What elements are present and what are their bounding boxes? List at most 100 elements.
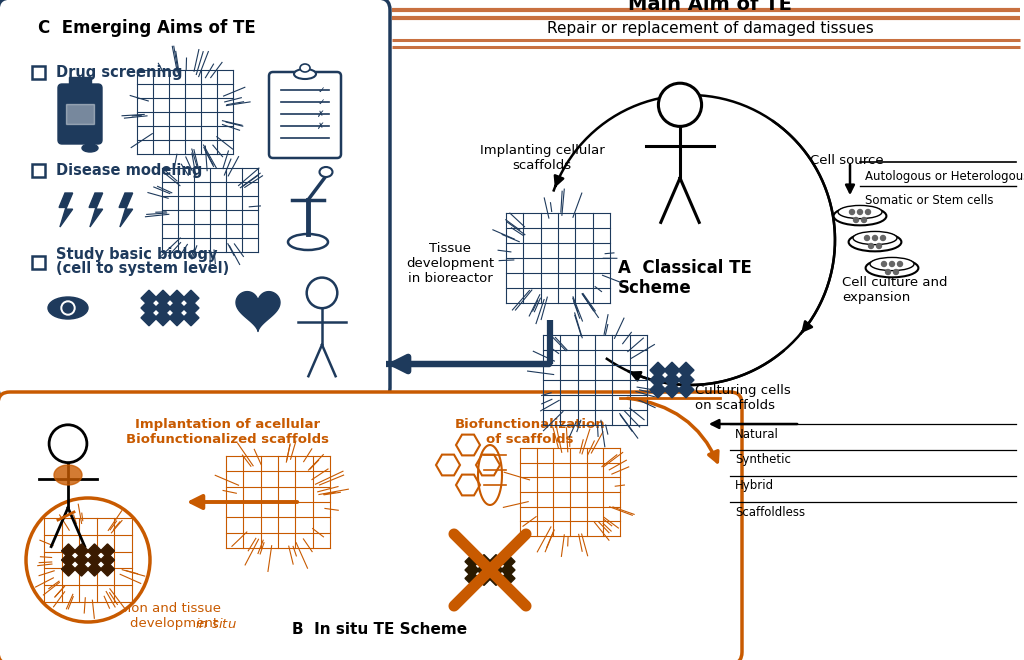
Ellipse shape [870, 257, 914, 271]
Polygon shape [465, 563, 479, 577]
Ellipse shape [294, 69, 316, 79]
Text: ✓: ✓ [317, 98, 325, 106]
Polygon shape [477, 554, 490, 569]
FancyBboxPatch shape [32, 164, 44, 176]
Circle shape [890, 261, 895, 267]
Polygon shape [650, 381, 666, 398]
Text: $\it{in\ situ}$: $\it{in\ situ}$ [195, 617, 237, 631]
Text: development: development [130, 618, 222, 630]
Polygon shape [75, 562, 88, 576]
Polygon shape [100, 553, 115, 567]
Circle shape [49, 425, 87, 463]
Ellipse shape [300, 64, 310, 72]
Circle shape [861, 218, 866, 222]
Ellipse shape [54, 465, 82, 485]
Polygon shape [678, 362, 694, 378]
Polygon shape [664, 362, 680, 378]
Polygon shape [87, 544, 101, 558]
Ellipse shape [865, 259, 919, 277]
Text: Cell source: Cell source [810, 154, 884, 166]
FancyBboxPatch shape [66, 104, 94, 124]
Polygon shape [476, 455, 500, 475]
Ellipse shape [288, 234, 328, 250]
Text: Main Aim of TE: Main Aim of TE [628, 0, 792, 15]
Polygon shape [169, 290, 185, 306]
Polygon shape [501, 572, 515, 585]
Ellipse shape [48, 297, 88, 319]
Text: Synthetic: Synthetic [735, 453, 791, 467]
Polygon shape [678, 381, 694, 398]
Text: Repair or replacement of damaged tissues: Repair or replacement of damaged tissues [547, 20, 873, 36]
Text: Natural: Natural [735, 428, 779, 440]
Ellipse shape [853, 232, 897, 245]
Ellipse shape [82, 144, 98, 152]
Circle shape [850, 209, 854, 214]
Circle shape [894, 269, 898, 275]
Circle shape [877, 244, 882, 249]
Polygon shape [465, 572, 479, 585]
Polygon shape [155, 310, 171, 326]
Circle shape [897, 261, 902, 267]
Circle shape [864, 236, 869, 240]
Polygon shape [75, 544, 88, 558]
Circle shape [865, 209, 870, 214]
FancyBboxPatch shape [0, 0, 390, 400]
FancyBboxPatch shape [32, 65, 44, 79]
FancyBboxPatch shape [58, 84, 102, 144]
Text: C  Emerging Aims of TE: C Emerging Aims of TE [38, 19, 256, 37]
Text: Scaffoldless: Scaffoldless [735, 506, 805, 519]
Polygon shape [155, 290, 171, 306]
Text: Implanting cellular
scaffolds: Implanting cellular scaffolds [479, 144, 604, 172]
Circle shape [26, 498, 150, 622]
Ellipse shape [61, 301, 75, 315]
Text: Disease modeling: Disease modeling [56, 162, 203, 178]
Polygon shape [477, 572, 490, 585]
Circle shape [868, 244, 873, 249]
Text: Study basic biology: Study basic biology [56, 246, 217, 261]
Ellipse shape [838, 205, 882, 218]
Polygon shape [155, 300, 171, 316]
Polygon shape [650, 362, 666, 378]
Polygon shape [141, 290, 157, 306]
Polygon shape [489, 563, 503, 577]
FancyBboxPatch shape [0, 392, 742, 660]
Polygon shape [436, 455, 460, 475]
Text: B  In situ TE Scheme: B In situ TE Scheme [293, 622, 468, 638]
Text: Culturing cells
on scaffolds: Culturing cells on scaffolds [695, 384, 791, 412]
Text: ✗: ✗ [317, 110, 325, 119]
Polygon shape [59, 193, 73, 227]
Text: Tissue
development
in bioreactor: Tissue development in bioreactor [406, 242, 494, 286]
Polygon shape [489, 554, 503, 569]
Polygon shape [61, 544, 76, 558]
Polygon shape [501, 554, 515, 569]
Polygon shape [236, 292, 280, 331]
Text: ✓: ✓ [317, 86, 325, 94]
Polygon shape [61, 553, 76, 567]
Text: Biofunctionalization
of scaffolds: Biofunctionalization of scaffolds [455, 418, 605, 446]
Text: Cell culture and
expansion: Cell culture and expansion [842, 276, 947, 304]
Circle shape [857, 209, 862, 214]
Text: A  Classical TE
Scheme: A Classical TE Scheme [618, 259, 752, 298]
Polygon shape [664, 372, 680, 388]
Polygon shape [664, 381, 680, 398]
Polygon shape [75, 553, 88, 567]
Text: Implantation of acellular
Biofunctionalized scaffolds: Implantation of acellular Biofunctionali… [127, 418, 330, 446]
Polygon shape [456, 434, 480, 455]
Polygon shape [141, 300, 157, 316]
Polygon shape [61, 562, 76, 576]
Polygon shape [119, 193, 133, 227]
Text: Somatic or Stem cells: Somatic or Stem cells [865, 194, 993, 207]
Polygon shape [100, 562, 115, 576]
Text: Cell adhesion and tissue: Cell adhesion and tissue [58, 601, 221, 614]
Ellipse shape [834, 207, 887, 225]
Circle shape [882, 261, 887, 267]
Polygon shape [87, 562, 101, 576]
Polygon shape [650, 372, 666, 388]
Polygon shape [183, 310, 199, 326]
Polygon shape [465, 554, 479, 569]
Text: (cell to system level): (cell to system level) [56, 261, 229, 275]
Circle shape [63, 303, 73, 313]
Circle shape [872, 236, 878, 240]
Circle shape [853, 218, 858, 222]
Polygon shape [456, 475, 480, 496]
